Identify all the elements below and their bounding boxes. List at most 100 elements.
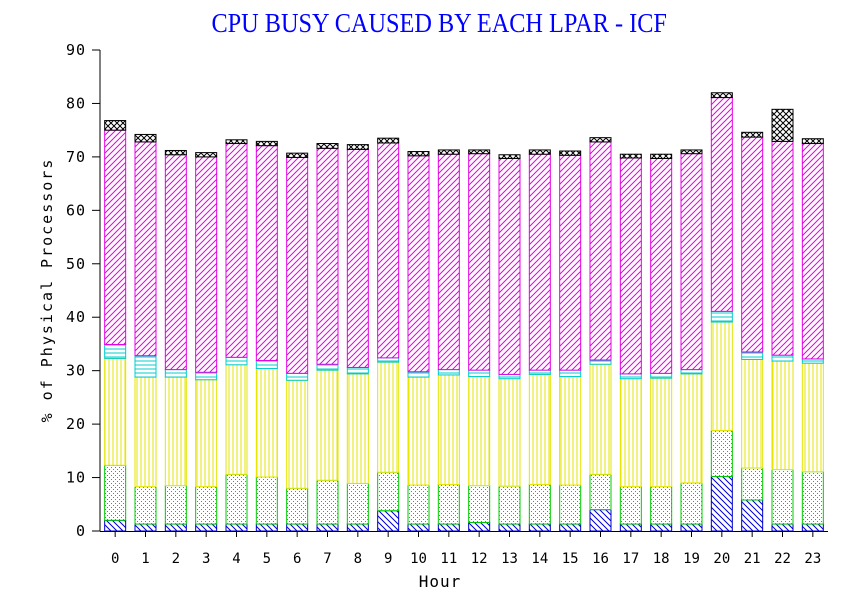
bar-segment-hour-0-series-3 xyxy=(104,357,127,466)
x-tick-label: 22 xyxy=(774,551,791,567)
bar-segment-hour-6-series-6 xyxy=(286,152,309,158)
bar-segment-hour-2-series-2 xyxy=(164,485,187,525)
bar-segment-hour-0-series-6 xyxy=(104,120,127,131)
bar-segment-hour-13-series-1 xyxy=(498,523,521,532)
bar-segment-hour-12-series-5 xyxy=(468,153,491,371)
bar-segment-hour-5-series-2 xyxy=(255,476,278,525)
bar-segment-hour-3-series-4 xyxy=(195,371,218,381)
bar-segment-hour-10-series-1 xyxy=(407,523,430,532)
x-tick-label: 17 xyxy=(622,551,639,567)
bar-segment-hour-21-series-6 xyxy=(741,131,764,138)
bar-segment-hour-6-series-1 xyxy=(286,523,309,532)
bar-segment-hour-10-series-4 xyxy=(407,371,430,378)
bar-segment-hour-18-series-6 xyxy=(650,153,673,160)
bar-segment-hour-17-series-5 xyxy=(619,157,642,375)
bar-segment-hour-8-series-1 xyxy=(346,523,369,532)
bar-segment-hour-17-series-2 xyxy=(619,486,642,525)
bar-segment-hour-4-series-6 xyxy=(225,139,248,145)
bar-segment-hour-10-series-2 xyxy=(407,484,430,525)
bar-segment-hour-16-series-3 xyxy=(589,363,612,475)
bar-segment-hour-12-series-2 xyxy=(468,485,491,523)
bar-segment-hour-8-series-6 xyxy=(346,144,369,150)
bar-segment-hour-11-series-5 xyxy=(437,153,460,371)
bar-segment-hour-13-series-4 xyxy=(498,373,521,380)
bar-segment-hour-7-series-6 xyxy=(316,143,339,149)
x-tick-label: 20 xyxy=(713,551,730,567)
x-tick-label: 10 xyxy=(410,551,427,567)
bar-segment-hour-2-series-5 xyxy=(164,154,187,371)
bar-segment-hour-16-series-6 xyxy=(589,137,612,143)
bar-segment-hour-19-series-2 xyxy=(680,482,703,525)
bar-segment-hour-23-series-5 xyxy=(801,143,824,360)
bar-segment-hour-20-series-1 xyxy=(710,475,733,532)
bar-segment-hour-3-series-5 xyxy=(195,156,218,373)
bar-segment-hour-8-series-2 xyxy=(346,482,369,525)
bar-segment-hour-0-series-2 xyxy=(104,464,127,521)
bar-segment-hour-11-series-6 xyxy=(437,149,460,155)
bar-segment-hour-18-series-4 xyxy=(650,372,673,379)
bar-segment-hour-15-series-5 xyxy=(559,154,582,371)
bar-segment-hour-15-series-6 xyxy=(559,150,582,156)
chart-title: CPU BUSY CAUSED BY EACH LPAR - ICF xyxy=(211,8,666,38)
x-tick-label: 12 xyxy=(471,551,488,567)
y-tick-label: 70 xyxy=(66,148,86,166)
bar-segment-hour-6-series-2 xyxy=(286,487,309,525)
bar-segment-hour-23-series-6 xyxy=(801,138,824,145)
bar-segment-hour-10-series-6 xyxy=(407,151,430,157)
bar-segment-hour-14-series-4 xyxy=(528,369,551,375)
bar-segment-hour-4-series-5 xyxy=(225,143,248,358)
bar-segment-hour-1-series-1 xyxy=(134,523,157,532)
y-axis-label: % of Physical Processors xyxy=(38,158,56,423)
x-tick-label: 13 xyxy=(501,551,518,567)
bar-segment-hour-23-series-2 xyxy=(801,471,824,525)
bar-segment-hour-22-series-1 xyxy=(771,523,794,532)
x-tick-label: 16 xyxy=(592,551,609,567)
bar-segment-hour-8-series-5 xyxy=(346,148,369,368)
bar-segment-hour-12-series-3 xyxy=(468,376,491,487)
bar-segment-hour-7-series-1 xyxy=(316,523,339,532)
bar-segment-hour-7-series-5 xyxy=(316,147,339,365)
bar-segment-hour-22-series-3 xyxy=(771,360,794,471)
x-tick-label: 21 xyxy=(744,551,761,567)
y-tick-label: 90 xyxy=(66,41,86,59)
bar-segment-hour-20-series-2 xyxy=(710,430,733,477)
x-tick-label: 8 xyxy=(354,551,362,567)
bars-layer xyxy=(104,92,824,532)
bar-segment-hour-2-series-1 xyxy=(164,523,187,532)
bar-segment-hour-17-series-6 xyxy=(619,153,642,159)
bar-segment-hour-14-series-6 xyxy=(528,149,551,155)
bar-segment-hour-0-series-4 xyxy=(104,343,127,359)
x-tick-label: 18 xyxy=(653,551,670,567)
bar-segment-hour-11-series-4 xyxy=(437,369,460,376)
bar-segment-hour-6-series-5 xyxy=(286,156,309,374)
bar-segment-hour-8-series-3 xyxy=(346,373,369,484)
bar-segment-hour-9-series-4 xyxy=(377,357,400,363)
x-tick-label: 15 xyxy=(562,551,579,567)
bar-segment-hour-23-series-3 xyxy=(801,362,824,473)
bar-segment-hour-14-series-3 xyxy=(528,373,551,486)
x-tick-label: 5 xyxy=(263,551,271,567)
bar-segment-hour-2-series-6 xyxy=(164,149,187,156)
y-tick-label: 20 xyxy=(66,415,86,433)
bar-segment-hour-15-series-4 xyxy=(559,369,582,378)
y-tick-label: 50 xyxy=(66,255,86,273)
bar-segment-hour-2-series-4 xyxy=(164,369,187,378)
bar-segment-hour-11-series-1 xyxy=(437,523,460,532)
bar-segment-hour-22-series-5 xyxy=(771,140,794,356)
bar-segment-hour-23-series-4 xyxy=(801,358,824,364)
x-tick-label: 9 xyxy=(384,551,392,567)
bar-segment-hour-17-series-1 xyxy=(619,523,642,532)
bar-segment-hour-21-series-5 xyxy=(741,136,764,353)
bar-segment-hour-1-series-4 xyxy=(134,355,157,378)
x-tick-label: 23 xyxy=(804,551,821,567)
bar-segment-hour-15-series-2 xyxy=(559,484,582,525)
bar-segment-hour-0-series-5 xyxy=(104,129,127,345)
bar-segment-hour-10-series-5 xyxy=(407,155,430,373)
x-tick-label: 2 xyxy=(172,551,180,567)
bar-segment-hour-1-series-3 xyxy=(134,376,157,488)
bar-segment-hour-3-series-3 xyxy=(195,379,218,488)
bar-segment-hour-6-series-4 xyxy=(286,372,309,381)
x-tick-label: 14 xyxy=(531,551,548,567)
bar-segment-hour-19-series-4 xyxy=(680,369,703,375)
bar-segment-hour-20-series-6 xyxy=(710,92,733,99)
